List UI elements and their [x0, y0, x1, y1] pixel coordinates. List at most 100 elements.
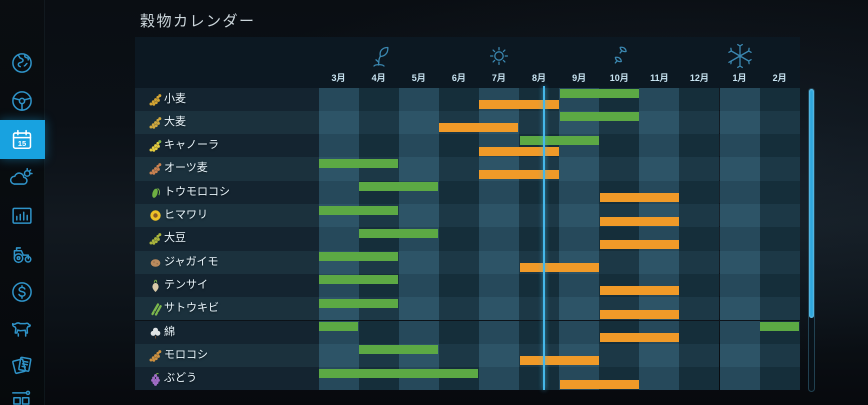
grid-cell: [719, 250, 760, 274]
grid-cell: [438, 227, 479, 251]
grid-cell: [318, 110, 359, 135]
grid-cell: [759, 297, 800, 321]
grid-cell: [438, 134, 479, 158]
grid-cell: [559, 273, 600, 298]
grid-cell: [358, 87, 399, 111]
crop-name: ジャガイモ: [164, 255, 219, 268]
globe-icon: [9, 50, 35, 76]
month-label: 10月: [609, 73, 629, 83]
grid-cell: [679, 204, 720, 228]
soybean-icon: [148, 231, 163, 246]
falling-leaves-icon: [604, 41, 634, 71]
crop-row-label: オーツ麦: [135, 157, 319, 181]
current-day-line: [543, 86, 546, 390]
grid-cell: [679, 367, 720, 391]
oats-icon: [148, 161, 163, 176]
crop-row: テンサイ: [135, 273, 800, 298]
production-icon: [9, 388, 35, 405]
weather-icon: [9, 165, 35, 191]
crop-row: 綿: [135, 320, 800, 344]
sidebar-item-calendar[interactable]: 15: [0, 119, 45, 159]
sorghum-icon: [148, 348, 163, 363]
grid-cell: [719, 343, 760, 368]
crop-row-label: ヒマワリ: [135, 204, 319, 228]
crop-row: モロコシ: [135, 343, 800, 368]
grid-cell: [438, 204, 479, 228]
grid-cell: [599, 157, 640, 181]
grid-cell: [719, 180, 760, 204]
grid-cell: [478, 273, 519, 298]
crop-row: ヒマワリ: [135, 204, 800, 228]
crop-row-label: 綿: [135, 320, 319, 344]
grid-cell: [438, 180, 479, 204]
month-label: 3月: [331, 73, 346, 83]
crop-row: オーツ麦: [135, 157, 800, 181]
month-label: 12月: [689, 73, 709, 83]
sidebar-item-finances[interactable]: [0, 272, 45, 311]
month-label: 4月: [371, 73, 386, 83]
grid-cell: [519, 297, 560, 321]
grid-cell: [318, 134, 359, 158]
sidebar-item-weather[interactable]: [0, 158, 45, 197]
scrollbar-track[interactable]: [808, 88, 815, 392]
grid-cell: [438, 87, 479, 111]
planting-bar: [319, 275, 399, 285]
harvest-bar: [599, 216, 679, 226]
harvest-bar: [559, 379, 639, 389]
month-label: 11月: [650, 73, 669, 83]
planting-bar: [319, 158, 399, 168]
crop-row: キャノーラ: [135, 134, 800, 158]
crop-row-label: トウモロコシ: [135, 180, 319, 204]
sidebar-item-map[interactable]: [0, 43, 45, 82]
grid-cell: [358, 134, 399, 158]
month-label: 7月: [491, 73, 506, 83]
grid-cell: [599, 250, 640, 274]
crop-row-label: 大麦: [135, 110, 319, 135]
grid-cell: [398, 273, 439, 298]
sidebar-item-production[interactable]: [0, 381, 45, 405]
grid-cell: [759, 250, 800, 274]
planting-bar: [319, 298, 399, 308]
grid-cell: [759, 157, 800, 181]
crop-row-label: モロコシ: [135, 343, 319, 368]
sidebar-item-statistics[interactable]: [0, 196, 45, 235]
grid-cell: [519, 227, 560, 251]
grid-cell: [519, 110, 560, 135]
crop-name: 小麦: [164, 92, 186, 105]
grid-cell: [559, 204, 600, 228]
grid-cell: [639, 87, 680, 111]
crop-row: ジャガイモ: [135, 250, 800, 274]
grid-cell: [599, 343, 640, 368]
grid-cell: [639, 367, 680, 391]
grid-cell: [438, 273, 479, 298]
grid-cell: [478, 320, 519, 344]
harvest-bar: [479, 100, 559, 109]
grid-cell: [719, 227, 760, 251]
scrollbar-thumb[interactable]: [809, 89, 814, 318]
grid-cell: [478, 204, 519, 228]
grid-cell: [478, 297, 519, 321]
grid-cell: [398, 87, 439, 111]
crop-name: ヒマワリ: [164, 209, 208, 221]
crop-name: サトウキビ: [164, 302, 219, 315]
grid-cell: [759, 110, 800, 135]
calendar-grid: 小麦 大麦 キャノーラ オーツ麦 トウモロコシ ヒマワリ 大豆 ジャガイモ テンサイ サトウキビ綿…: [135, 87, 800, 391]
grid-cell: [719, 204, 760, 228]
sidebar-item-animals[interactable]: [0, 309, 45, 348]
sidebar-item-contracts[interactable]: [0, 345, 45, 384]
grid-cell: [478, 180, 519, 204]
sidebar-item-garage[interactable]: [0, 234, 45, 273]
sidebar-item-vehicles[interactable]: [0, 81, 45, 120]
crop-row-label: サトウキビ: [135, 297, 319, 321]
harvest-bar: [599, 333, 679, 342]
grid-cell: [398, 204, 439, 228]
grid-cell: [759, 367, 800, 391]
grid-cell: [719, 134, 760, 158]
crop-calendar-panel: 3月 4月 5月 6月 7月 8月 9月 10月 11月 12月 1月 2月 小麦 大麦 キャノーラ オーツ…: [135, 37, 800, 391]
grid-cell: [759, 343, 800, 368]
grid-cell: [519, 320, 560, 344]
grid-cell: [478, 227, 519, 251]
crop-name: モロコシ: [164, 348, 208, 361]
grid-cell: [759, 204, 800, 228]
